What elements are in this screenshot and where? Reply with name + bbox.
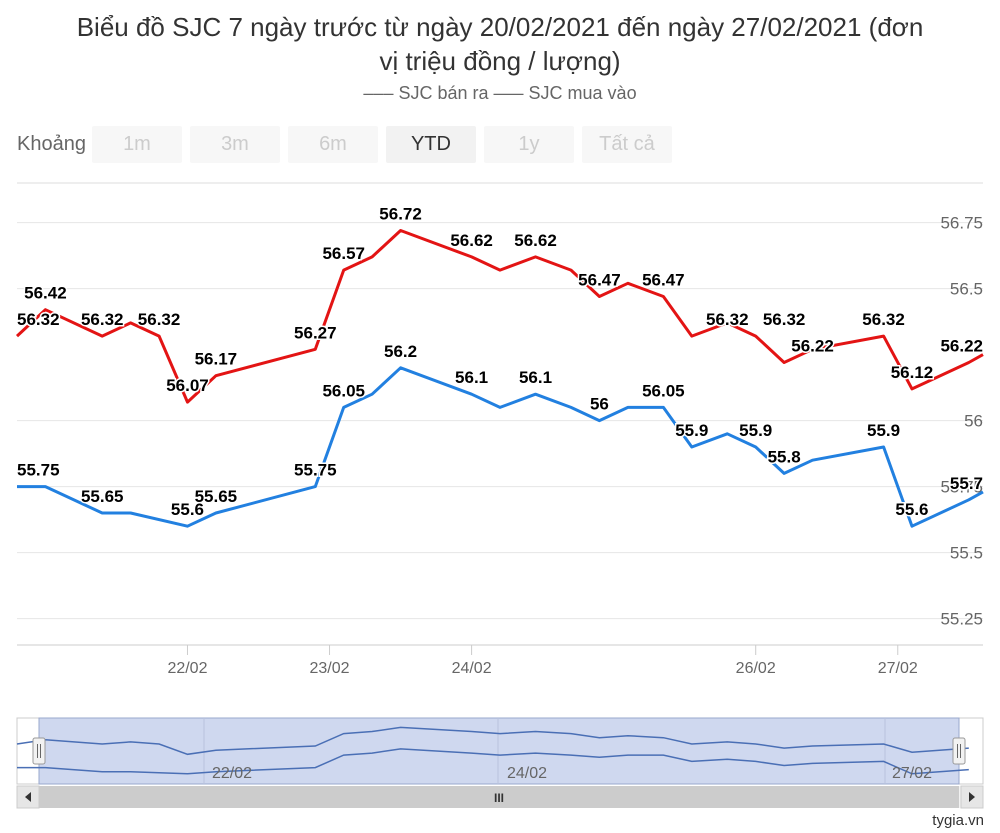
data-label: 56.05: [642, 381, 685, 400]
chart-legend[interactable]: ––– SJC bán ra ––– SJC mua vào: [363, 83, 637, 103]
range-button-ytd[interactable]: YTD: [385, 126, 476, 163]
scrollbar-thumb[interactable]: [39, 786, 959, 808]
y-axis-ticks: 55.25 55.5 55.75 56 56.5 56.75: [940, 214, 983, 629]
data-label: 55.7: [950, 474, 983, 493]
data-label: 56.42: [24, 284, 67, 303]
grid-lines: [17, 222, 983, 620]
x-tick-label: 22/02: [167, 660, 207, 677]
data-label: 56.32: [706, 310, 749, 329]
data-label: 56.1: [455, 368, 488, 387]
data-label: 56.05: [322, 381, 365, 400]
data-label: 56.22: [940, 337, 983, 356]
navigator-handle-left[interactable]: [32, 737, 46, 765]
range-button-3m[interactable]: 3m: [189, 126, 280, 163]
data-label: 56.32: [81, 310, 124, 329]
data-label: 56.62: [450, 231, 493, 250]
scroll-right-icon: [969, 792, 975, 802]
data-label: 56.1: [519, 368, 552, 387]
y-tick-label: 55.75: [940, 478, 983, 497]
range-selector: Khoảng 1m 3m 6m YTD 1y Tất cả: [17, 126, 680, 163]
chart-title-line-2: vị triệu đồng / lượng): [379, 46, 621, 76]
data-label: 56.57: [322, 244, 365, 263]
chart-title: Biểu đồ SJC 7 ngày trước từ ngày 20/02/2…: [40, 10, 960, 78]
data-label: 56.62: [514, 231, 557, 250]
x-tick-label: 26/02: [736, 660, 776, 677]
x-axis-ticks: 22/02 23/02 24/02 26/02 27/02: [167, 645, 918, 677]
data-label: 56.72: [379, 205, 422, 224]
data-label: 55.75: [294, 461, 337, 480]
data-label: 56.32: [138, 310, 181, 329]
navigator-line: [17, 748, 969, 775]
data-label: 55.6: [895, 500, 928, 519]
data-labels: 56.32 56.42 56.32 56.32 56.07 56.17 56.27 56.57…: [16, 203, 985, 521]
x-tick-label: 27/02: [878, 660, 918, 677]
series-lines: [15, 229, 984, 528]
navigator-label-27: 27/02: [892, 765, 932, 782]
chart-title-line-1: Biểu đồ SJC 7 ngày trước từ ngày 20/02/2…: [76, 12, 924, 42]
data-label: 55.9: [739, 421, 772, 440]
y-tick-label: 55.5: [950, 544, 983, 563]
footer-credit[interactable]: tygia.vn: [932, 812, 984, 829]
range-button-1y[interactable]: 1y: [483, 126, 574, 163]
data-label: 55.75: [17, 461, 60, 480]
buy-line: [17, 366, 984, 528]
data-label: 55.6: [171, 500, 204, 519]
x-tick-label: 24/02: [452, 660, 492, 677]
scroll-left-icon: [25, 792, 31, 802]
data-points: [16, 230, 969, 527]
navigator-handle-right[interactable]: [952, 737, 966, 765]
data-label: 55.9: [675, 421, 708, 440]
data-label: 55.9: [867, 421, 900, 440]
data-label: 56.27: [294, 323, 337, 342]
navigator-series: [16, 726, 969, 775]
data-label: 56.17: [195, 350, 238, 369]
navigator-label-24: 24/02: [507, 765, 547, 782]
data-label: 56.22: [791, 337, 834, 356]
navigator[interactable]: 22/02 24/02 27/02: [16, 717, 984, 785]
x-tick-label: 23/02: [310, 660, 350, 677]
data-label: 56.2: [384, 342, 417, 361]
data-label: 55.65: [81, 487, 124, 506]
range-button-1m[interactable]: 1m: [91, 126, 182, 163]
data-label: 56.47: [578, 271, 621, 290]
scrollbar[interactable]: III: [16, 785, 984, 809]
data-label: 56.32: [763, 310, 806, 329]
data-label: 56: [590, 395, 609, 414]
data-label: 56.47: [642, 271, 685, 290]
range-button-6m[interactable]: 6m: [287, 126, 378, 163]
y-tick-label: 56: [964, 412, 983, 431]
navigator-label-22: 22/02: [212, 765, 252, 782]
y-tick-label: 55.25: [940, 610, 983, 629]
data-label: 56.07: [166, 376, 209, 395]
scrollbar-grip: III: [494, 791, 504, 805]
navigator-line: [16, 726, 969, 756]
range-button-all[interactable]: Tất cả: [581, 126, 672, 163]
range-label: Khoảng: [17, 133, 86, 155]
data-label: 55.8: [768, 447, 801, 466]
data-label: 55.65: [195, 487, 238, 506]
data-label: 56.12: [891, 363, 934, 382]
data-label: 56.32: [17, 310, 60, 329]
y-tick-label: 56.75: [940, 214, 983, 233]
y-tick-label: 56.5: [950, 280, 983, 299]
data-label: 56.32: [862, 310, 905, 329]
